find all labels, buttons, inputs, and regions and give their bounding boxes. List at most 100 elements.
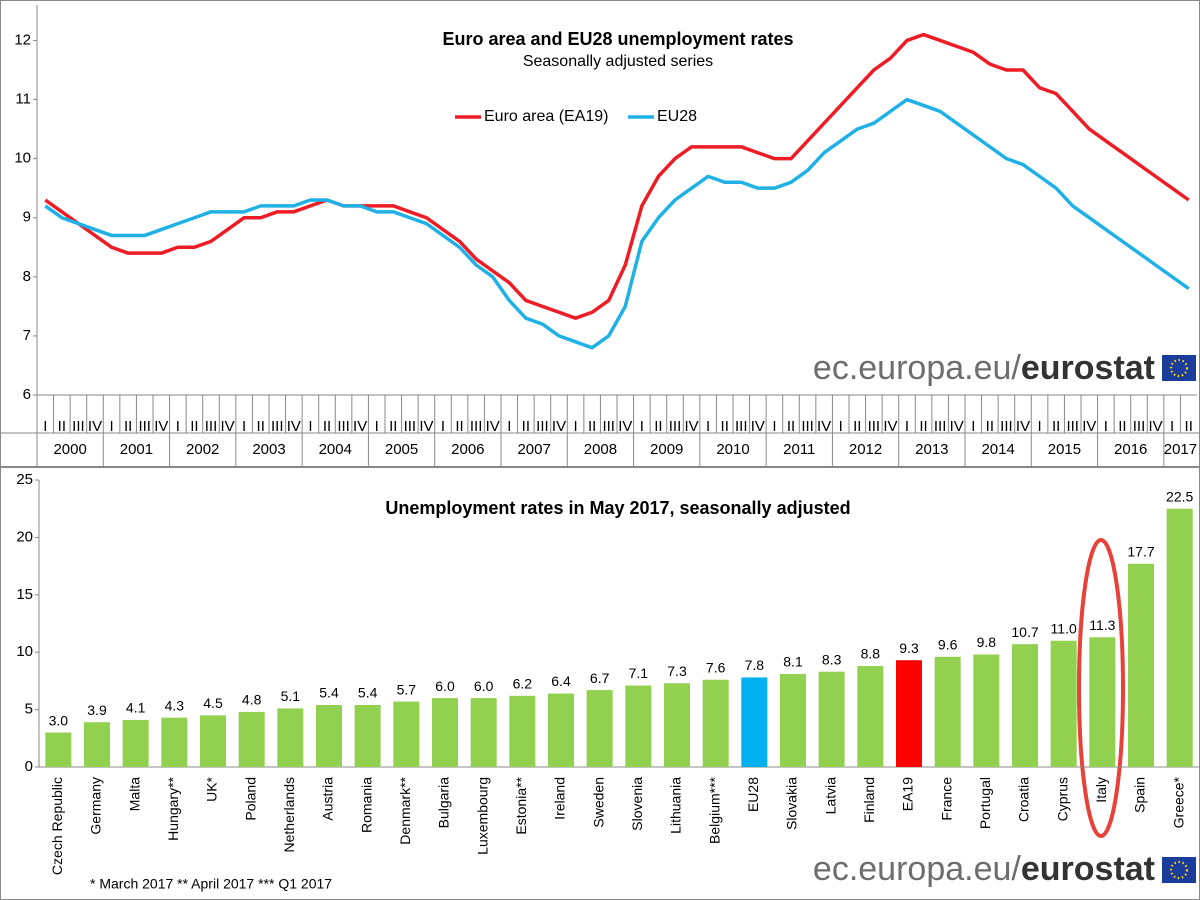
value-label: 3.9 <box>87 702 107 718</box>
x-tick-label: I <box>109 418 113 435</box>
year-label: 2007 <box>517 441 550 458</box>
value-label: 10.7 <box>1011 624 1038 640</box>
x-tick-label: Luxembourg <box>474 777 490 855</box>
value-label: 3.0 <box>49 712 69 728</box>
bar <box>1012 644 1038 767</box>
x-tick-label: Sweden <box>590 777 606 828</box>
x-tick-label: II <box>1052 418 1060 435</box>
value-label: 5.7 <box>397 681 417 697</box>
x-tick-label: Lithuania <box>668 777 684 834</box>
year-label: 2005 <box>385 441 418 458</box>
bar <box>354 705 381 767</box>
bar <box>625 685 652 767</box>
x-tick-label: Bulgaria <box>436 777 452 829</box>
bar <box>664 683 690 767</box>
year-label: 2016 <box>1114 441 1147 458</box>
value-label: 7.3 <box>667 663 687 679</box>
year-label: 2011 <box>783 441 815 458</box>
x-tick-label: III <box>669 418 682 435</box>
value-label: 4.3 <box>165 697 185 713</box>
x-tick-label: Cyprus <box>1054 777 1070 821</box>
x-tick-label: I <box>905 418 909 435</box>
x-tick-label: I <box>507 418 511 435</box>
value-label: 5.1 <box>281 688 301 704</box>
x-tick-label: II <box>58 418 66 435</box>
x-tick-label: III <box>735 418 748 435</box>
x-tick-label: III <box>1133 418 1146 435</box>
value-label: 4.5 <box>203 695 223 711</box>
bar <box>122 719 149 767</box>
bar <box>277 708 304 767</box>
legend-label: EU28 <box>657 108 697 125</box>
value-label: 9.6 <box>938 636 958 652</box>
x-tick-label: II <box>323 418 331 435</box>
bar <box>973 654 1000 767</box>
value-label: 17.7 <box>1127 544 1154 560</box>
x-tick-label: IV <box>552 418 566 435</box>
x-tick-label: I <box>1104 418 1108 435</box>
value-label: 5.4 <box>319 685 339 701</box>
x-tick-label: III <box>536 418 549 435</box>
x-tick-label: UK* <box>204 776 220 801</box>
x-tick-label: II <box>853 418 861 435</box>
x-tick-label: IV <box>684 418 698 435</box>
bar <box>432 698 458 767</box>
line-series <box>44 32 1190 320</box>
x-tick-label: I <box>971 418 975 435</box>
x-tick-label: Spain <box>1132 777 1148 813</box>
x-tick-label: Italy <box>1093 777 1109 803</box>
year-label: 2002 <box>186 441 219 458</box>
source: ec.europa.eu/eurostat <box>813 850 1155 888</box>
x-tick-label: I <box>176 418 180 435</box>
x-tick-label: II <box>257 418 265 435</box>
x-tick-label: IV <box>950 418 964 435</box>
x-tick-label: I <box>772 418 776 435</box>
year-label: 2003 <box>252 441 285 458</box>
x-tick-label: IV <box>419 418 433 435</box>
x-tick-label: Slovenia <box>629 777 645 831</box>
x-tick-label: Belgium*** <box>706 776 722 843</box>
x-tick-label: Austria <box>320 777 336 821</box>
x-tick-label: II <box>588 418 596 435</box>
bar <box>934 656 961 767</box>
x-tick-label: Latvia <box>822 777 838 815</box>
x-tick-label: III <box>602 418 615 435</box>
value-label: 7.6 <box>706 659 726 675</box>
x-tick-label: II <box>787 418 795 435</box>
x-tick-label: IV <box>1082 418 1096 435</box>
value-label: 8.3 <box>822 651 842 667</box>
bar <box>393 701 420 767</box>
x-tick-label: IV <box>88 418 102 435</box>
x-tick-label: II <box>1118 418 1126 435</box>
x-tick-label: I <box>706 418 710 435</box>
x-tick-label: I <box>1170 418 1174 435</box>
x-tick-label: II <box>389 418 397 435</box>
y-tick-label: 20 <box>16 528 33 545</box>
x-tick-label: Poland <box>242 777 258 821</box>
x-tick-label: Czech Republic <box>49 777 65 875</box>
bar <box>1166 508 1193 767</box>
value-label: 9.8 <box>977 634 997 650</box>
y-tick-label: 7 <box>23 327 31 344</box>
x-tick-label: IV <box>220 418 234 435</box>
x-tick-label: IV <box>883 418 897 435</box>
x-tick-label: Ireland <box>552 777 568 820</box>
eu-flag <box>1162 355 1196 381</box>
x-tick-label: Estonia** <box>513 776 529 834</box>
x-tick-label: I <box>441 418 445 435</box>
bar <box>45 732 72 767</box>
x-tick-label: Malta <box>126 777 142 811</box>
year-label: 2012 <box>849 441 882 458</box>
year-label: 2001 <box>120 441 153 458</box>
x-tick-label: Netherlands <box>281 777 297 853</box>
x-tick-label: IV <box>1148 418 1162 435</box>
y-tick-label: 6 <box>23 386 31 403</box>
x-tick-label: I <box>43 418 47 435</box>
chart-title: Unemployment rates in May 2017, seasonal… <box>385 498 850 518</box>
y-tick-label: 0 <box>25 758 33 775</box>
value-label: 11.0 <box>1051 620 1077 636</box>
x-tick-label: Slovakia <box>784 777 800 830</box>
x-tick-label: EA19 <box>900 777 916 811</box>
bar <box>896 660 922 767</box>
x-tick-label: III <box>205 418 218 435</box>
